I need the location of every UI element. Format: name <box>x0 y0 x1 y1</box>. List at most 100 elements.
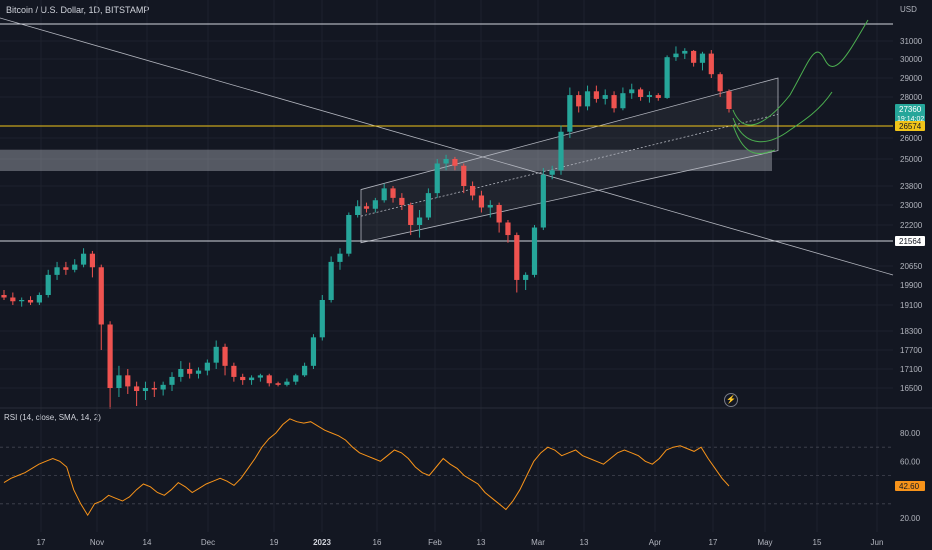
x-tick-label: May <box>757 538 772 547</box>
candle-body <box>89 253 96 268</box>
rsi-tick-label: 60.00 <box>900 457 921 466</box>
candle-body <box>10 297 16 302</box>
candle-body <box>54 267 60 275</box>
candle-body <box>637 89 644 97</box>
x-tick-label: Apr <box>649 538 662 547</box>
price-tick-label: 31000 <box>900 37 923 46</box>
candle-body <box>558 131 564 171</box>
channel <box>360 77 779 244</box>
candle-body <box>452 159 458 166</box>
candle-body <box>390 188 396 198</box>
candle-body <box>231 365 237 377</box>
last-price-bg <box>895 104 925 124</box>
x-tick-label: 15 <box>813 538 822 547</box>
candle-body <box>204 362 210 371</box>
candle-body <box>187 369 193 374</box>
candle-body <box>399 197 405 205</box>
x-tick-label: 17 <box>709 538 718 547</box>
candle-body <box>134 386 140 391</box>
candle-body <box>629 89 635 94</box>
level-yellow-label-bg <box>895 121 925 131</box>
candle-body <box>363 206 370 209</box>
level-yellow-label: 26574 <box>899 122 922 131</box>
candle-body <box>222 346 228 366</box>
candle-body <box>726 91 732 109</box>
candle-body <box>646 95 653 97</box>
candle-body <box>620 93 626 109</box>
candle-body <box>717 74 723 92</box>
candle-body <box>523 274 529 280</box>
candle-body <box>673 53 679 58</box>
candle-body <box>310 337 317 366</box>
candle-body <box>27 300 34 303</box>
chart-title: Bitcoin / U.S. Dollar, 1D, BITSTAMP <box>6 5 150 15</box>
candle-body <box>584 91 591 107</box>
rsi-panel <box>0 418 893 517</box>
rsi-tick-label: 80.00 <box>900 429 921 438</box>
candle-body <box>98 267 104 325</box>
resistance-zone <box>0 149 772 171</box>
candle-body <box>408 205 414 225</box>
candle-body <box>593 91 599 99</box>
candle-body <box>425 193 431 218</box>
candle-body <box>487 205 493 208</box>
flash-icon[interactable]: ⚡ <box>724 393 738 407</box>
channel-midline <box>360 113 779 217</box>
last-price-label: 27360 <box>899 105 922 114</box>
candle-body <box>169 376 175 385</box>
candle-body <box>699 53 706 63</box>
candle-body <box>178 369 184 377</box>
candle-body <box>381 188 387 201</box>
price-tick-label: 26000 <box>900 134 923 143</box>
candle-body <box>611 95 617 109</box>
candle-body <box>576 95 582 107</box>
level-white-label-bg <box>895 236 925 246</box>
candle-body <box>80 253 87 265</box>
candle-body <box>708 53 714 75</box>
projection-path-2 <box>732 91 833 143</box>
price-tick-label: 23800 <box>900 182 923 191</box>
x-tick-label: Mar <box>531 538 545 547</box>
price-tick-label: 19900 <box>900 281 923 290</box>
price-tick-label: 19100 <box>900 301 923 310</box>
candle-body <box>275 383 281 385</box>
zones <box>0 77 779 244</box>
candle-body <box>655 95 661 98</box>
candle-body <box>505 222 511 236</box>
x-tick-label: 2023 <box>313 538 331 547</box>
x-tick-label: 13 <box>477 538 486 547</box>
rsi-value-label: 42.60 <box>899 482 920 491</box>
candle-body <box>691 50 697 63</box>
level-white-label: 21564 <box>899 237 922 246</box>
projection-path-3 <box>732 124 776 155</box>
candle-body <box>319 300 325 338</box>
candle-body <box>372 200 378 209</box>
price-tick-label: 25000 <box>900 155 923 164</box>
candle-body <box>240 376 246 381</box>
candle-body <box>36 295 42 303</box>
candle-body <box>469 186 476 196</box>
x-tick-label: Jun <box>871 538 884 547</box>
candle-body <box>248 377 255 381</box>
candle-body <box>567 95 573 132</box>
price-tick-label: 22200 <box>900 221 923 230</box>
candle-body <box>682 50 688 54</box>
candle-body <box>116 375 122 388</box>
candle-body <box>664 57 670 98</box>
lines <box>0 17 894 276</box>
candle-body <box>151 388 157 390</box>
candle-body <box>514 235 520 280</box>
x-tick-label: 13 <box>580 538 589 547</box>
x-tick-label: 17 <box>37 538 46 547</box>
candle-body <box>496 205 502 223</box>
x-tick-label: Nov <box>90 538 104 547</box>
candle-body <box>328 261 334 300</box>
candle-body <box>478 195 485 208</box>
price-tick-label: 28000 <box>900 93 923 102</box>
candle-body <box>531 227 538 275</box>
x-tick-label: Dec <box>201 538 215 547</box>
diagonal-resistance <box>0 17 894 276</box>
candle-body <box>107 324 113 388</box>
